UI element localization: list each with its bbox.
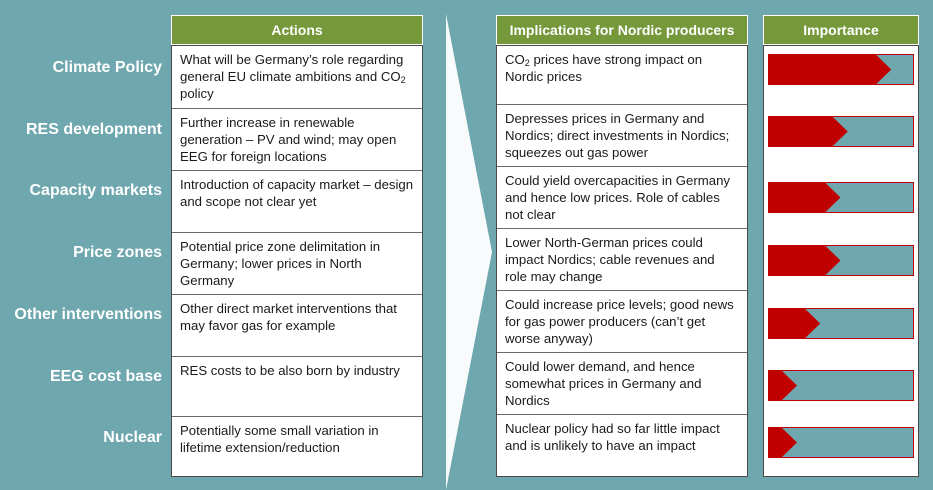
implication-cell: Could increase price levels; good news f… <box>497 291 747 353</box>
cell-text: What will be Germany’s role regarding ge… <box>180 52 404 84</box>
cell-text: Could lower demand, and hence somewhat p… <box>505 359 702 408</box>
subscript: 2 <box>524 58 530 68</box>
row-label: Climate Policy <box>52 59 162 76</box>
implication-cell: Could yield overcapacities in Germany an… <box>497 167 747 229</box>
action-cell: Other direct market interventions that m… <box>172 295 422 357</box>
importance-header: Importance <box>763 15 919 45</box>
implication-cell: CO2 prices have strong impact on Nordic … <box>497 46 747 105</box>
importance-bar <box>768 116 914 147</box>
action-cell: What will be Germany’s role regarding ge… <box>172 46 422 109</box>
importance-bar <box>768 370 914 401</box>
importance-bar-svg <box>768 116 914 147</box>
row-label: Price zones <box>73 244 162 261</box>
cell-text: Potential price zone delimitation in Ger… <box>180 239 381 288</box>
importance-fill <box>768 182 841 213</box>
importance-fill <box>768 245 841 276</box>
implication-cell: Depresses prices in Germany and Nordics;… <box>497 105 747 167</box>
implications-panel: CO2 prices have strong impact on Nordic … <box>496 45 748 477</box>
action-cell: Further increase in renewable generation… <box>172 109 422 171</box>
importance-bar-svg <box>768 182 914 213</box>
cell-text: RES costs to be also born by industry <box>180 363 400 378</box>
implications-header: Implications for Nordic producers <box>496 15 748 45</box>
cell-text: Depresses prices in Germany and Nordics;… <box>505 111 730 160</box>
importance-bar <box>768 427 914 458</box>
row-label: EEG cost base <box>49 368 162 385</box>
flow-arrow <box>446 14 492 490</box>
importance-bar-svg <box>768 370 914 401</box>
cell-text: Introduction of capacity market – design… <box>180 177 414 209</box>
importance-bar <box>768 54 914 85</box>
action-cell: RES costs to be also born by industry <box>172 357 422 417</box>
cell-text: Could increase price levels; good news f… <box>505 297 734 346</box>
row-label: RES development <box>25 121 162 138</box>
action-cell: Introduction of capacity market – design… <box>172 171 422 233</box>
cell-text: Further increase in renewable generation… <box>180 115 397 164</box>
cell-text: Lower North-German prices could impact N… <box>505 235 715 284</box>
row-label: Capacity markets <box>29 182 162 199</box>
cell-text: Could yield overcapacities in Germany an… <box>505 173 731 222</box>
cell-text: Other direct market interventions that m… <box>180 301 397 333</box>
importance-bar <box>768 308 914 339</box>
implication-cell: Could lower demand, and hence somewhat p… <box>497 353 747 415</box>
importance-fill <box>768 54 892 85</box>
row-label: Other interventions <box>14 306 162 323</box>
importance-bar <box>768 182 914 213</box>
importance-bar-svg <box>768 308 914 339</box>
cell-text: Potentially some small variation in life… <box>180 423 379 455</box>
implication-cell: Nuclear policy had so far little impact … <box>497 415 747 478</box>
subscript: 2 <box>400 75 406 85</box>
cell-text: CO <box>505 52 525 67</box>
importance-fill <box>768 370 797 401</box>
importance-bar-svg <box>768 245 914 276</box>
cell-text: Nuclear policy had so far little impact … <box>505 421 720 453</box>
importance-fill <box>768 427 797 458</box>
importance-fill <box>768 116 848 147</box>
implication-cell: Lower North-German prices could impact N… <box>497 229 747 291</box>
action-cell: Potential price zone delimitation in Ger… <box>172 233 422 295</box>
importance-fill <box>768 308 821 339</box>
actions-panel: What will be Germany’s role regarding ge… <box>171 45 423 477</box>
cell-text: prices have strong impact on Nordic pric… <box>505 52 703 84</box>
importance-bar <box>768 245 914 276</box>
action-cell: Potentially some small variation in life… <box>172 417 422 478</box>
actions-header: Actions <box>171 15 423 45</box>
importance-bar-svg <box>768 427 914 458</box>
importance-bar-svg <box>768 54 914 85</box>
row-label: Nuclear <box>103 429 162 446</box>
cell-text: policy <box>180 86 214 101</box>
